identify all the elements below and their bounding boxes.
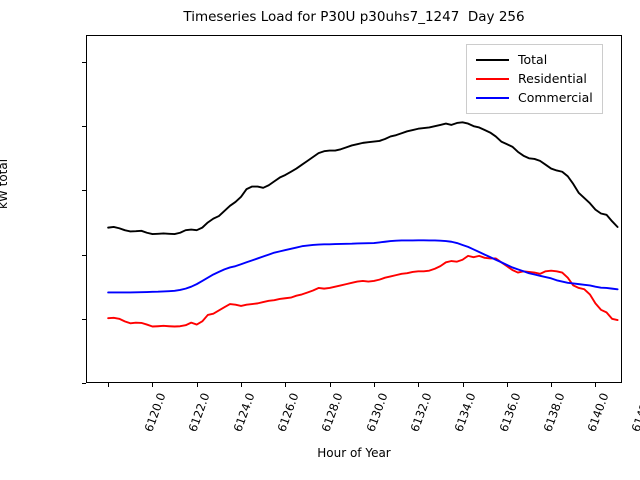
series-line-residential [107, 254, 619, 328]
x-tick-label: 6142.0 [628, 391, 640, 434]
plot-area [86, 35, 622, 383]
x-tick-label: 6138.0 [540, 391, 568, 434]
x-tick-label: 6124.0 [230, 391, 258, 434]
chart-title: Timeseries Load for P30U p30uhs7_1247 Da… [183, 9, 525, 25]
y-tick-mark [82, 61, 86, 63]
legend-entry-commercial: Commercial [476, 88, 593, 107]
x-tick-label: 6126.0 [274, 391, 302, 434]
series-lines [107, 121, 619, 328]
legend-entry-total: Total [476, 50, 593, 69]
x-tick-label: 6134.0 [451, 391, 479, 434]
legend-entry-residential: Residential [476, 69, 593, 88]
chart-legend: Total Residential Commercial [466, 44, 603, 114]
x-tick-label: 6128.0 [318, 391, 346, 434]
legend-swatch-total [476, 58, 509, 61]
x-tick-mark [196, 383, 198, 387]
series-line-total [107, 121, 619, 235]
x-tick-label: 6136.0 [495, 391, 523, 434]
legend-label: Commercial [518, 90, 593, 105]
x-tick-label: 6132.0 [407, 391, 435, 434]
y-tick-mark [82, 254, 86, 256]
y-tick-mark [82, 318, 86, 320]
legend-swatch-commercial [476, 96, 509, 99]
series-line-commercial [107, 239, 619, 294]
x-tick-mark [108, 383, 110, 387]
x-tick-mark [462, 383, 464, 387]
legend-swatch-residential [476, 77, 509, 80]
x-tick-mark [418, 383, 420, 387]
y-tick-mark [82, 383, 86, 384]
x-tick-mark [285, 383, 287, 387]
x-tick-mark [373, 383, 375, 387]
x-tick-label: 6140.0 [584, 391, 612, 434]
x-tick-mark [595, 383, 597, 387]
x-tick-mark [241, 383, 243, 387]
legend-label: Total [518, 52, 548, 67]
x-axis-label: Hour of Year [317, 446, 391, 460]
y-tick-mark [82, 190, 86, 192]
x-tick-mark [551, 383, 553, 387]
x-tick-mark [329, 383, 331, 387]
y-tick-mark [82, 126, 86, 128]
x-tick-mark [152, 383, 154, 387]
x-tick-label: 6120.0 [141, 391, 169, 434]
legend-label: Residential [518, 71, 587, 86]
x-tick-label: 6122.0 [185, 391, 213, 434]
y-axis-label: kW total [0, 158, 10, 209]
x-tick-label: 6130.0 [363, 391, 391, 434]
x-tick-mark [506, 383, 508, 387]
